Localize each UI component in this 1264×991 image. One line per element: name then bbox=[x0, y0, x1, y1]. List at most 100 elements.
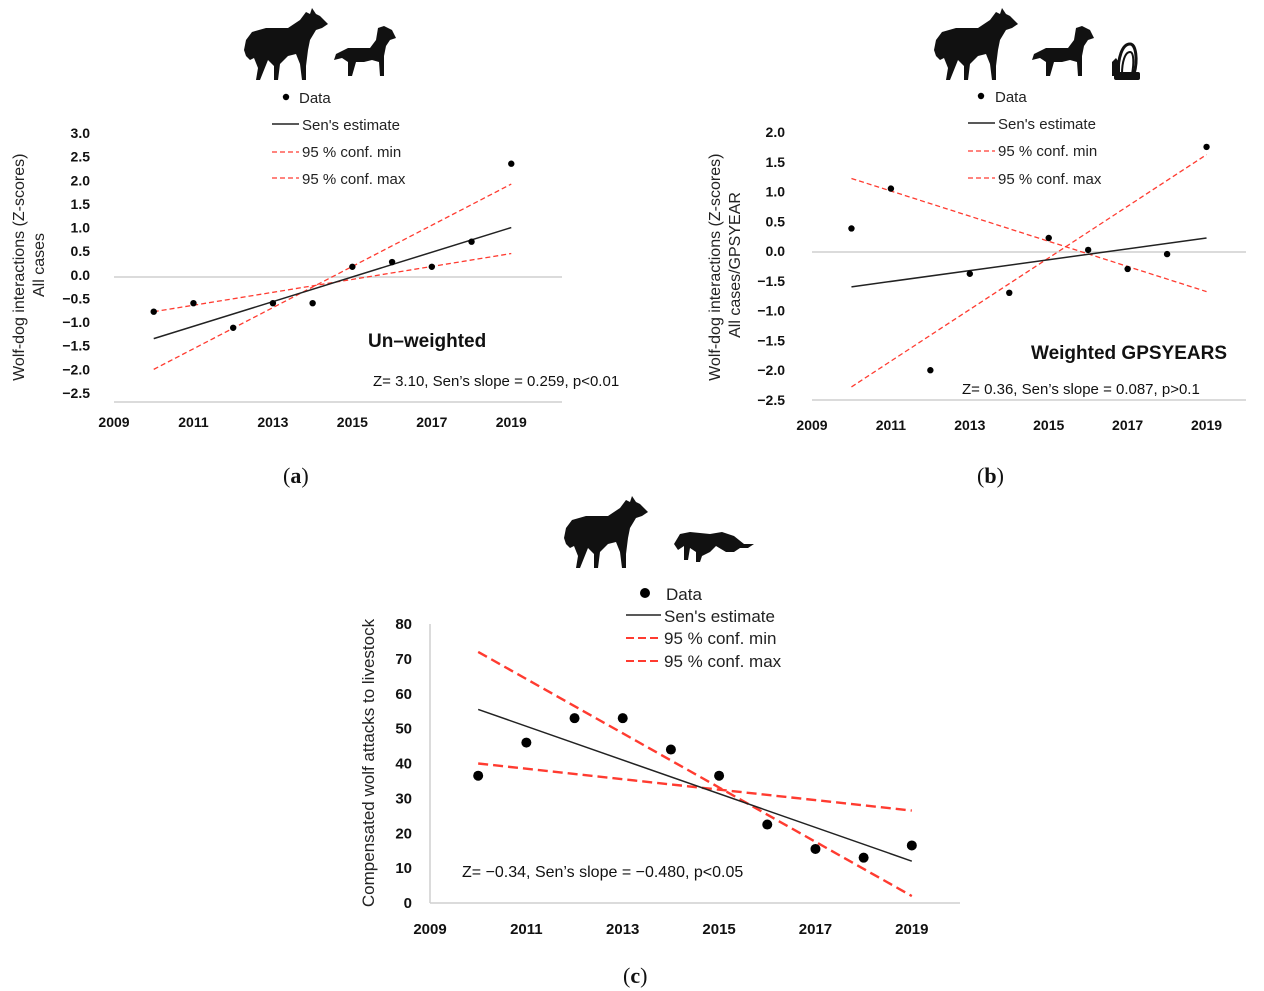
data-point-c bbox=[665, 744, 676, 755]
legend-data-label-b: Data bbox=[995, 89, 1027, 106]
y-tick-label-b: 0.0 bbox=[766, 243, 786, 259]
data-point-b bbox=[1006, 289, 1013, 296]
y-tick-label-b: −2.0 bbox=[757, 362, 785, 378]
data-point-b bbox=[1124, 265, 1131, 273]
sen-estimate-line-a bbox=[153, 226, 512, 340]
legend-data-marker-a bbox=[282, 93, 290, 101]
y-tick-label-a: −1.0 bbox=[62, 314, 90, 330]
y-tick-label-a: 3.0 bbox=[71, 125, 91, 141]
x-tick-label-c: 2009 bbox=[413, 921, 446, 938]
stats-label-c: Z= −0.34, Sen’s slope = −0.480, p<0.05 bbox=[462, 864, 743, 881]
data-point-b bbox=[887, 185, 895, 192]
sen-estimate-line-c bbox=[477, 708, 913, 862]
data-point-c bbox=[521, 737, 532, 748]
y-tick-label-b: −1.5 bbox=[757, 273, 785, 289]
x-tick-label-c: 2017 bbox=[799, 921, 832, 938]
conf-min-line-a bbox=[153, 252, 512, 313]
data-point-b bbox=[927, 367, 934, 374]
x-tick-label-c: 2013 bbox=[606, 921, 639, 938]
legend-data-marker-c bbox=[640, 588, 650, 598]
legend-b: Data Sen's estimate 95 % conf. min 95 % … bbox=[968, 89, 1102, 188]
legend-min-label-a: 95 % conf. min bbox=[302, 144, 401, 161]
y-axis-label-b-line-2: All cases/GPSYEAR bbox=[727, 192, 744, 338]
panel-label-a: (a) bbox=[283, 463, 309, 488]
data-point-a bbox=[269, 299, 277, 307]
y-tick-label-c: 50 bbox=[395, 721, 412, 738]
x-tick-label-b: 2009 bbox=[796, 417, 827, 433]
x-tick-label-a: 2011 bbox=[178, 414, 209, 430]
data-point-c bbox=[762, 819, 773, 830]
y-axis-label-c: Compensated wolf attacks to livestock bbox=[359, 618, 378, 907]
data-point-a bbox=[229, 324, 237, 331]
y-tick-label-c: 80 bbox=[395, 616, 412, 633]
wolf-icon bbox=[934, 8, 1018, 80]
x-tick-label-b: 2017 bbox=[1112, 417, 1143, 433]
data-point-c bbox=[617, 713, 628, 724]
data-point-c bbox=[714, 770, 725, 781]
x-tick-label-a: 2015 bbox=[337, 414, 368, 430]
conf-max-line-c bbox=[477, 650, 913, 898]
legend-data-label-a: Data bbox=[299, 90, 331, 107]
wolf-icon bbox=[564, 496, 648, 568]
y-tick-label-b: −1.0 bbox=[757, 303, 785, 319]
stats-label-a: Z= 3.10, Sen’s slope = 0.259, p<0.01 bbox=[373, 373, 619, 390]
x-tick-label-c: 2011 bbox=[510, 921, 543, 938]
data-point-a bbox=[388, 258, 396, 266]
y-tick-label-b: 1.5 bbox=[766, 154, 786, 170]
y-axis-label-a-line-1: Wolf-dog interactions (Z-scores) bbox=[11, 154, 28, 381]
panel-letter-b: b bbox=[984, 463, 996, 488]
y-axis-label-c-line-1: Compensated wolf attacks to livestock bbox=[359, 618, 378, 907]
legend-min-label-c: 95 % conf. min bbox=[664, 629, 776, 648]
x-tick-label-a: 2017 bbox=[416, 414, 447, 430]
legend-a: Data Sen's estimate 95 % conf. min 95 % … bbox=[272, 90, 406, 188]
data-point-a bbox=[190, 299, 197, 307]
chart-b: Wolf-dog interactions (Z-scores) All cas… bbox=[707, 8, 1246, 488]
data-point-c bbox=[858, 852, 869, 863]
y-axis-label-a: Wolf-dog interactions (Z-scores) All cas… bbox=[11, 149, 48, 381]
weighting-label-a: Un–weighted bbox=[368, 331, 486, 352]
data-point-a bbox=[309, 299, 316, 307]
data-point-a bbox=[428, 263, 436, 270]
data-point-b bbox=[848, 225, 855, 232]
x-tick-label-b: 2015 bbox=[1033, 417, 1064, 433]
legend-max-label-c: 95 % conf. max bbox=[664, 652, 782, 671]
y-axis-label-b-line-1: Wolf-dog interactions (Z-scores) bbox=[707, 154, 724, 381]
data-point-b bbox=[1084, 246, 1092, 254]
x-tick-label-a: 2019 bbox=[496, 414, 527, 430]
legend-max-label-b: 95 % conf. max bbox=[998, 171, 1102, 188]
sheep-icon bbox=[674, 532, 754, 562]
x-tick-label-b: 2013 bbox=[954, 417, 985, 433]
panel-label-c: (c) bbox=[623, 963, 647, 988]
y-tick-label-b: 0.5 bbox=[766, 213, 786, 229]
y-tick-label-a: 2.0 bbox=[71, 172, 91, 188]
marks-b: 2.0 1.5 1.0 0.5 0.0 −1.5 −1.0 −1.5 −2.0 −2.5 2009 2… bbox=[757, 124, 1222, 433]
weighting-label-b: Weighted GPSYEARS bbox=[1031, 343, 1227, 364]
chart-a: Wolf-dog interactions (Z-scores) All cas… bbox=[11, 8, 619, 488]
y-tick-label-a: −2.0 bbox=[62, 361, 90, 377]
data-point-c bbox=[473, 770, 484, 781]
data-point-c bbox=[810, 843, 821, 854]
y-tick-label-c: 40 bbox=[395, 756, 412, 773]
y-tick-label-c: 10 bbox=[395, 860, 412, 877]
stats-label-b: Z= 0.36, Sen’s slope = 0.087, p>0.1 bbox=[962, 381, 1200, 398]
x-tick-label-a: 2013 bbox=[257, 414, 288, 430]
data-point-a bbox=[468, 238, 475, 245]
panel-label-b: (b) bbox=[977, 463, 1004, 488]
legend-sen-label-b: Sen's estimate bbox=[998, 116, 1096, 133]
y-tick-label-b: 2.0 bbox=[766, 124, 786, 140]
y-tick-label-c: 0 bbox=[404, 895, 412, 912]
data-point-b bbox=[1163, 250, 1171, 258]
y-tick-label-a: 1.0 bbox=[71, 220, 91, 236]
x-tick-label-a: 2009 bbox=[98, 414, 129, 430]
conf-min-line-b bbox=[851, 177, 1207, 293]
y-tick-label-b: −1.5 bbox=[757, 332, 785, 348]
y-tick-label-c: 70 bbox=[395, 651, 412, 668]
gps-collar-icon bbox=[1110, 42, 1142, 82]
conf-max-line-b bbox=[851, 154, 1207, 388]
data-point-a bbox=[349, 263, 356, 270]
legend-data-marker-b bbox=[977, 92, 985, 100]
legend-sen-label-a: Sen's estimate bbox=[302, 117, 400, 134]
legend-data-label-c: Data bbox=[666, 585, 702, 604]
dog-icon bbox=[1032, 26, 1094, 76]
